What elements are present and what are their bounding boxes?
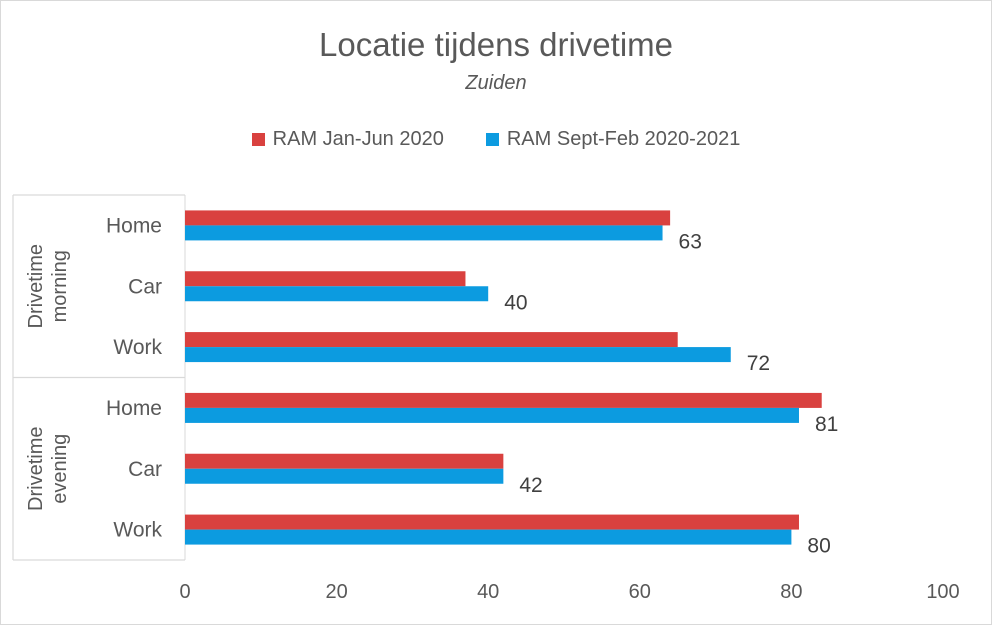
bar-series-1	[185, 392, 822, 408]
category-label: Home	[106, 397, 162, 420]
data-label: 42	[519, 474, 542, 497]
group-label: Drivetime morning	[25, 244, 71, 328]
category-label: Work	[113, 519, 162, 542]
category-label: Home	[106, 214, 162, 237]
legend-item-series-2: RAM Sept-Feb 2020-2021	[485, 128, 741, 151]
x-tick-label: 100	[926, 581, 959, 603]
bar-series-2	[185, 286, 489, 302]
bar-series-1	[185, 453, 504, 469]
chart-subtitle: Zuiden	[465, 72, 527, 94]
bar-series-2	[185, 347, 731, 363]
legend-item-series-1: RAM Jan-Jun 2020	[251, 128, 444, 151]
category-label: Car	[128, 458, 162, 481]
x-tick-label: 40	[477, 581, 499, 603]
bar-series-1	[185, 332, 678, 348]
bar-series-2	[185, 225, 663, 241]
legend-swatch-series-2	[485, 133, 499, 146]
bar-series-1	[185, 514, 799, 530]
data-label: 63	[679, 230, 702, 253]
data-label: 72	[747, 352, 770, 375]
chart-legend: RAM Jan-Jun 2020 RAM Sept-Feb 2020-2021	[0, 128, 992, 151]
bar-series-2	[185, 407, 799, 423]
bar-series-2	[185, 529, 792, 545]
x-tick-label: 0	[179, 581, 190, 603]
category-label: Work	[113, 336, 162, 359]
bar-series-1	[185, 271, 466, 287]
bar-series-2	[185, 468, 504, 484]
x-tick-label: 20	[325, 581, 347, 603]
bar-series-1	[185, 210, 671, 226]
data-label: 40	[504, 291, 527, 314]
group-label: Drivetime evening	[25, 427, 71, 511]
legend-swatch-series-1	[251, 133, 265, 146]
x-tick-label: 60	[629, 581, 651, 603]
legend-label-series-2: RAM Sept-Feb 2020-2021	[506, 128, 741, 150]
category-label: Car	[128, 275, 162, 298]
data-label: 80	[807, 535, 830, 558]
legend-label-series-1: RAM Jan-Jun 2020	[272, 128, 444, 150]
data-label: 81	[815, 413, 838, 436]
x-tick-label: 80	[780, 581, 802, 603]
chart-title: Locatie tijdens drivetime	[318, 26, 673, 63]
